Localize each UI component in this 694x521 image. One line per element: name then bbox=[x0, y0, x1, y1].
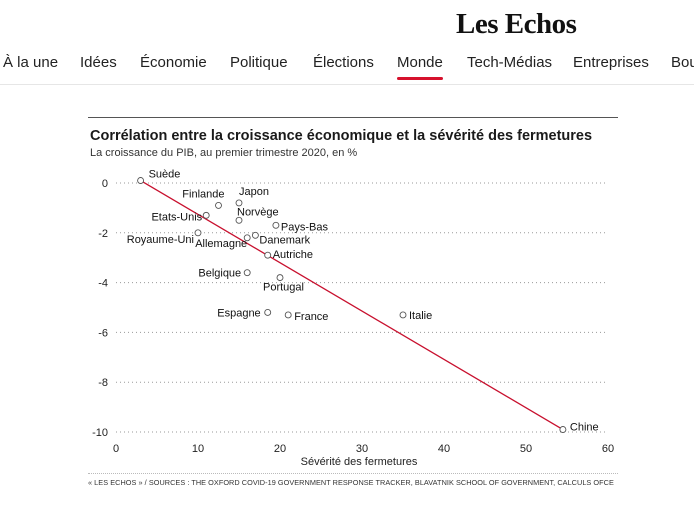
y-tick-label: -4 bbox=[98, 278, 108, 290]
y-tick-label: -10 bbox=[92, 427, 108, 439]
chart-top-rule bbox=[88, 117, 618, 118]
data-label: Etats-Unis bbox=[151, 211, 202, 223]
data-point bbox=[137, 177, 145, 184]
nav-item-tech-medias[interactable]: Tech-Médias bbox=[467, 54, 553, 71]
data-point bbox=[235, 199, 243, 207]
nav-item-monde[interactable]: Monde bbox=[397, 54, 443, 80]
x-tick-label: 0 bbox=[113, 443, 119, 455]
data-point bbox=[215, 201, 222, 209]
data-label: Suède bbox=[149, 169, 181, 181]
trendline bbox=[140, 179, 564, 431]
nav-item-idees[interactable]: Idées bbox=[80, 54, 117, 71]
data-point bbox=[235, 216, 243, 224]
y-tick-label: 0 bbox=[102, 178, 108, 190]
data-label: Japon bbox=[239, 186, 269, 198]
chart-title: Corrélation entre la croissance économiq… bbox=[90, 128, 593, 144]
data-point bbox=[243, 234, 251, 242]
x-axis-label: Sévérité des fermetures bbox=[301, 456, 418, 468]
data-point bbox=[194, 229, 202, 237]
data-point bbox=[264, 309, 272, 316]
x-tick-label: 60 bbox=[602, 443, 614, 455]
x-tick-label: 50 bbox=[520, 443, 532, 455]
main-navigation: À la une Idées Économie Politique Électi… bbox=[0, 48, 694, 85]
data-label: Autriche bbox=[273, 249, 313, 261]
data-point bbox=[399, 311, 407, 319]
data-label: Pays-Bas bbox=[281, 221, 329, 233]
nav-item-a-la-une[interactable]: À la une bbox=[3, 54, 59, 71]
chart-source: « LES ECHOS » / SOURCES : THE OXFORD COV… bbox=[88, 478, 614, 486]
y-tick-label: -8 bbox=[98, 377, 108, 389]
data-label: Royaume-Uni bbox=[127, 234, 194, 246]
data-label: Chine bbox=[570, 422, 599, 434]
data-point bbox=[272, 221, 280, 229]
data-label: Belgique bbox=[198, 268, 241, 280]
data-point bbox=[284, 311, 292, 319]
data-label: Portugal bbox=[263, 282, 304, 294]
nav-item-entreprises[interactable]: Entreprises bbox=[573, 54, 649, 71]
x-tick-label: 20 bbox=[274, 443, 286, 455]
x-tick-label: 30 bbox=[356, 443, 368, 455]
data-point bbox=[559, 426, 567, 433]
nav-item-bourse[interactable]: Bou bbox=[671, 54, 694, 71]
data-label: Espagne bbox=[217, 307, 260, 319]
site-logo[interactable]: Les Echos bbox=[456, 8, 577, 40]
data-label: Norvège bbox=[237, 206, 279, 218]
data-label: Finlande bbox=[182, 188, 224, 200]
data-point bbox=[202, 211, 210, 219]
nav-item-politique[interactable]: Politique bbox=[230, 54, 288, 71]
x-tick-label: 40 bbox=[438, 443, 450, 455]
data-point bbox=[276, 274, 284, 282]
y-tick-label: -2 bbox=[98, 228, 108, 240]
y-tick-label: -6 bbox=[98, 327, 108, 339]
chart-subtitle: La croissance du PIB, au premier trimest… bbox=[90, 147, 358, 159]
data-label: Italie bbox=[409, 310, 432, 322]
data-label: Danemark bbox=[259, 234, 310, 246]
data-point bbox=[264, 251, 272, 259]
data-point bbox=[251, 231, 259, 239]
x-tick-label: 10 bbox=[192, 443, 204, 455]
data-label: Allemagne bbox=[195, 238, 247, 250]
data-point bbox=[243, 269, 251, 277]
nav-item-elections[interactable]: Élections bbox=[313, 54, 374, 71]
data-label: France bbox=[294, 311, 328, 323]
nav-item-economie[interactable]: Économie bbox=[140, 54, 207, 71]
footer-divider bbox=[88, 473, 618, 474]
